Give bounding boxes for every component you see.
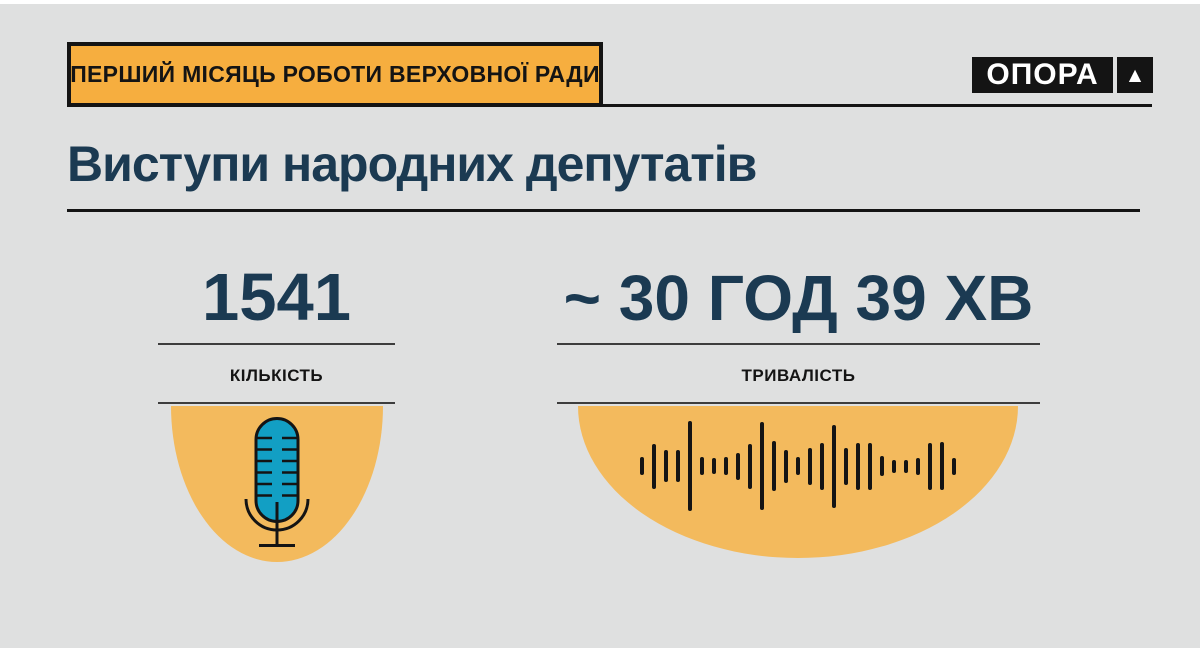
waveform-bar [916, 457, 920, 475]
stat-duration: ~ 30 ГОД 39 ХВ ТРИВАЛІСТЬ [557, 4, 1040, 648]
divider-line [557, 343, 1040, 345]
waveform-bar [760, 422, 764, 510]
waveform-bar [748, 443, 752, 489]
page-title: Виступи народних депутатів [67, 136, 757, 192]
divider-line [158, 402, 395, 404]
duration-label: ТРИВАЛІСТЬ [741, 366, 856, 385]
opora-logo: ОПОРА ▲ [972, 57, 1153, 93]
duration-blob [578, 406, 1018, 558]
waveform-bar [940, 442, 944, 490]
waveform-bar [676, 450, 680, 482]
waveform-bar [808, 447, 812, 485]
infographic-canvas: ПЕРШИЙ МІСЯЦЬ РОБОТИ ВЕРХОВНОЇ РАДИ ОПОР… [0, 4, 1200, 648]
opora-triangle-icon: ▲ [1117, 57, 1153, 93]
waveform-bar [832, 424, 836, 508]
waveform-bar [652, 443, 656, 489]
waveform-bar [904, 459, 908, 473]
waveform-bar [700, 457, 704, 475]
title-underline [67, 209, 1140, 212]
waveform-bar [736, 452, 740, 480]
waveform-icon [578, 421, 1018, 511]
waveform-bar [880, 456, 884, 476]
divider-line [557, 402, 1040, 404]
count-blob [171, 406, 383, 562]
waveform-bar [856, 442, 860, 490]
stat-count: 1541 КІЛЬКІСТЬ [158, 4, 395, 648]
ribbon-badge: ПЕРШИЙ МІСЯЦЬ РОБОТИ ВЕРХОВНОЇ РАДИ [67, 42, 603, 107]
waveform-bar [952, 457, 956, 475]
waveform-bar [688, 421, 692, 511]
waveform-bar [724, 457, 728, 475]
waveform-bar [664, 450, 668, 482]
waveform-bar [892, 459, 896, 473]
waveform-bar [844, 447, 848, 485]
divider-line [158, 343, 395, 345]
waveform-bar [796, 457, 800, 475]
waveform-bar [820, 442, 824, 490]
header-rule [67, 104, 1152, 107]
triangle-glyph: ▲ [1124, 63, 1146, 87]
opora-wordmark: ОПОРА [972, 57, 1113, 93]
waveform-bar [772, 441, 776, 491]
duration-value: ~ 30 ГОД 39 ХВ [563, 262, 1034, 334]
waveform-bar [712, 458, 716, 474]
count-label: КІЛЬКІСТЬ [229, 366, 324, 385]
count-value: 1541 [201, 260, 352, 335]
waveform-bar [868, 442, 872, 490]
ribbon-badge-label: ПЕРШИЙ МІСЯЦЬ РОБОТИ ВЕРХОВНОЇ РАДИ [70, 61, 600, 87]
microphone-icon [244, 417, 310, 547]
waveform-bar [928, 442, 932, 490]
waveform-bar [784, 449, 788, 483]
waveform-bar [640, 457, 644, 475]
